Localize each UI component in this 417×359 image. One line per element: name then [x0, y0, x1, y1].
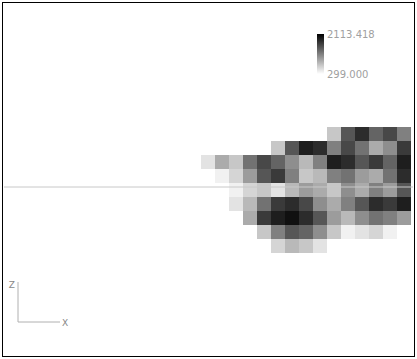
svg-text:Z: Z: [9, 280, 15, 290]
svg-text:299.000: 299.000: [327, 69, 368, 80]
svg-text:X: X: [62, 318, 68, 328]
svg-text:2113.418: 2113.418: [327, 29, 375, 40]
